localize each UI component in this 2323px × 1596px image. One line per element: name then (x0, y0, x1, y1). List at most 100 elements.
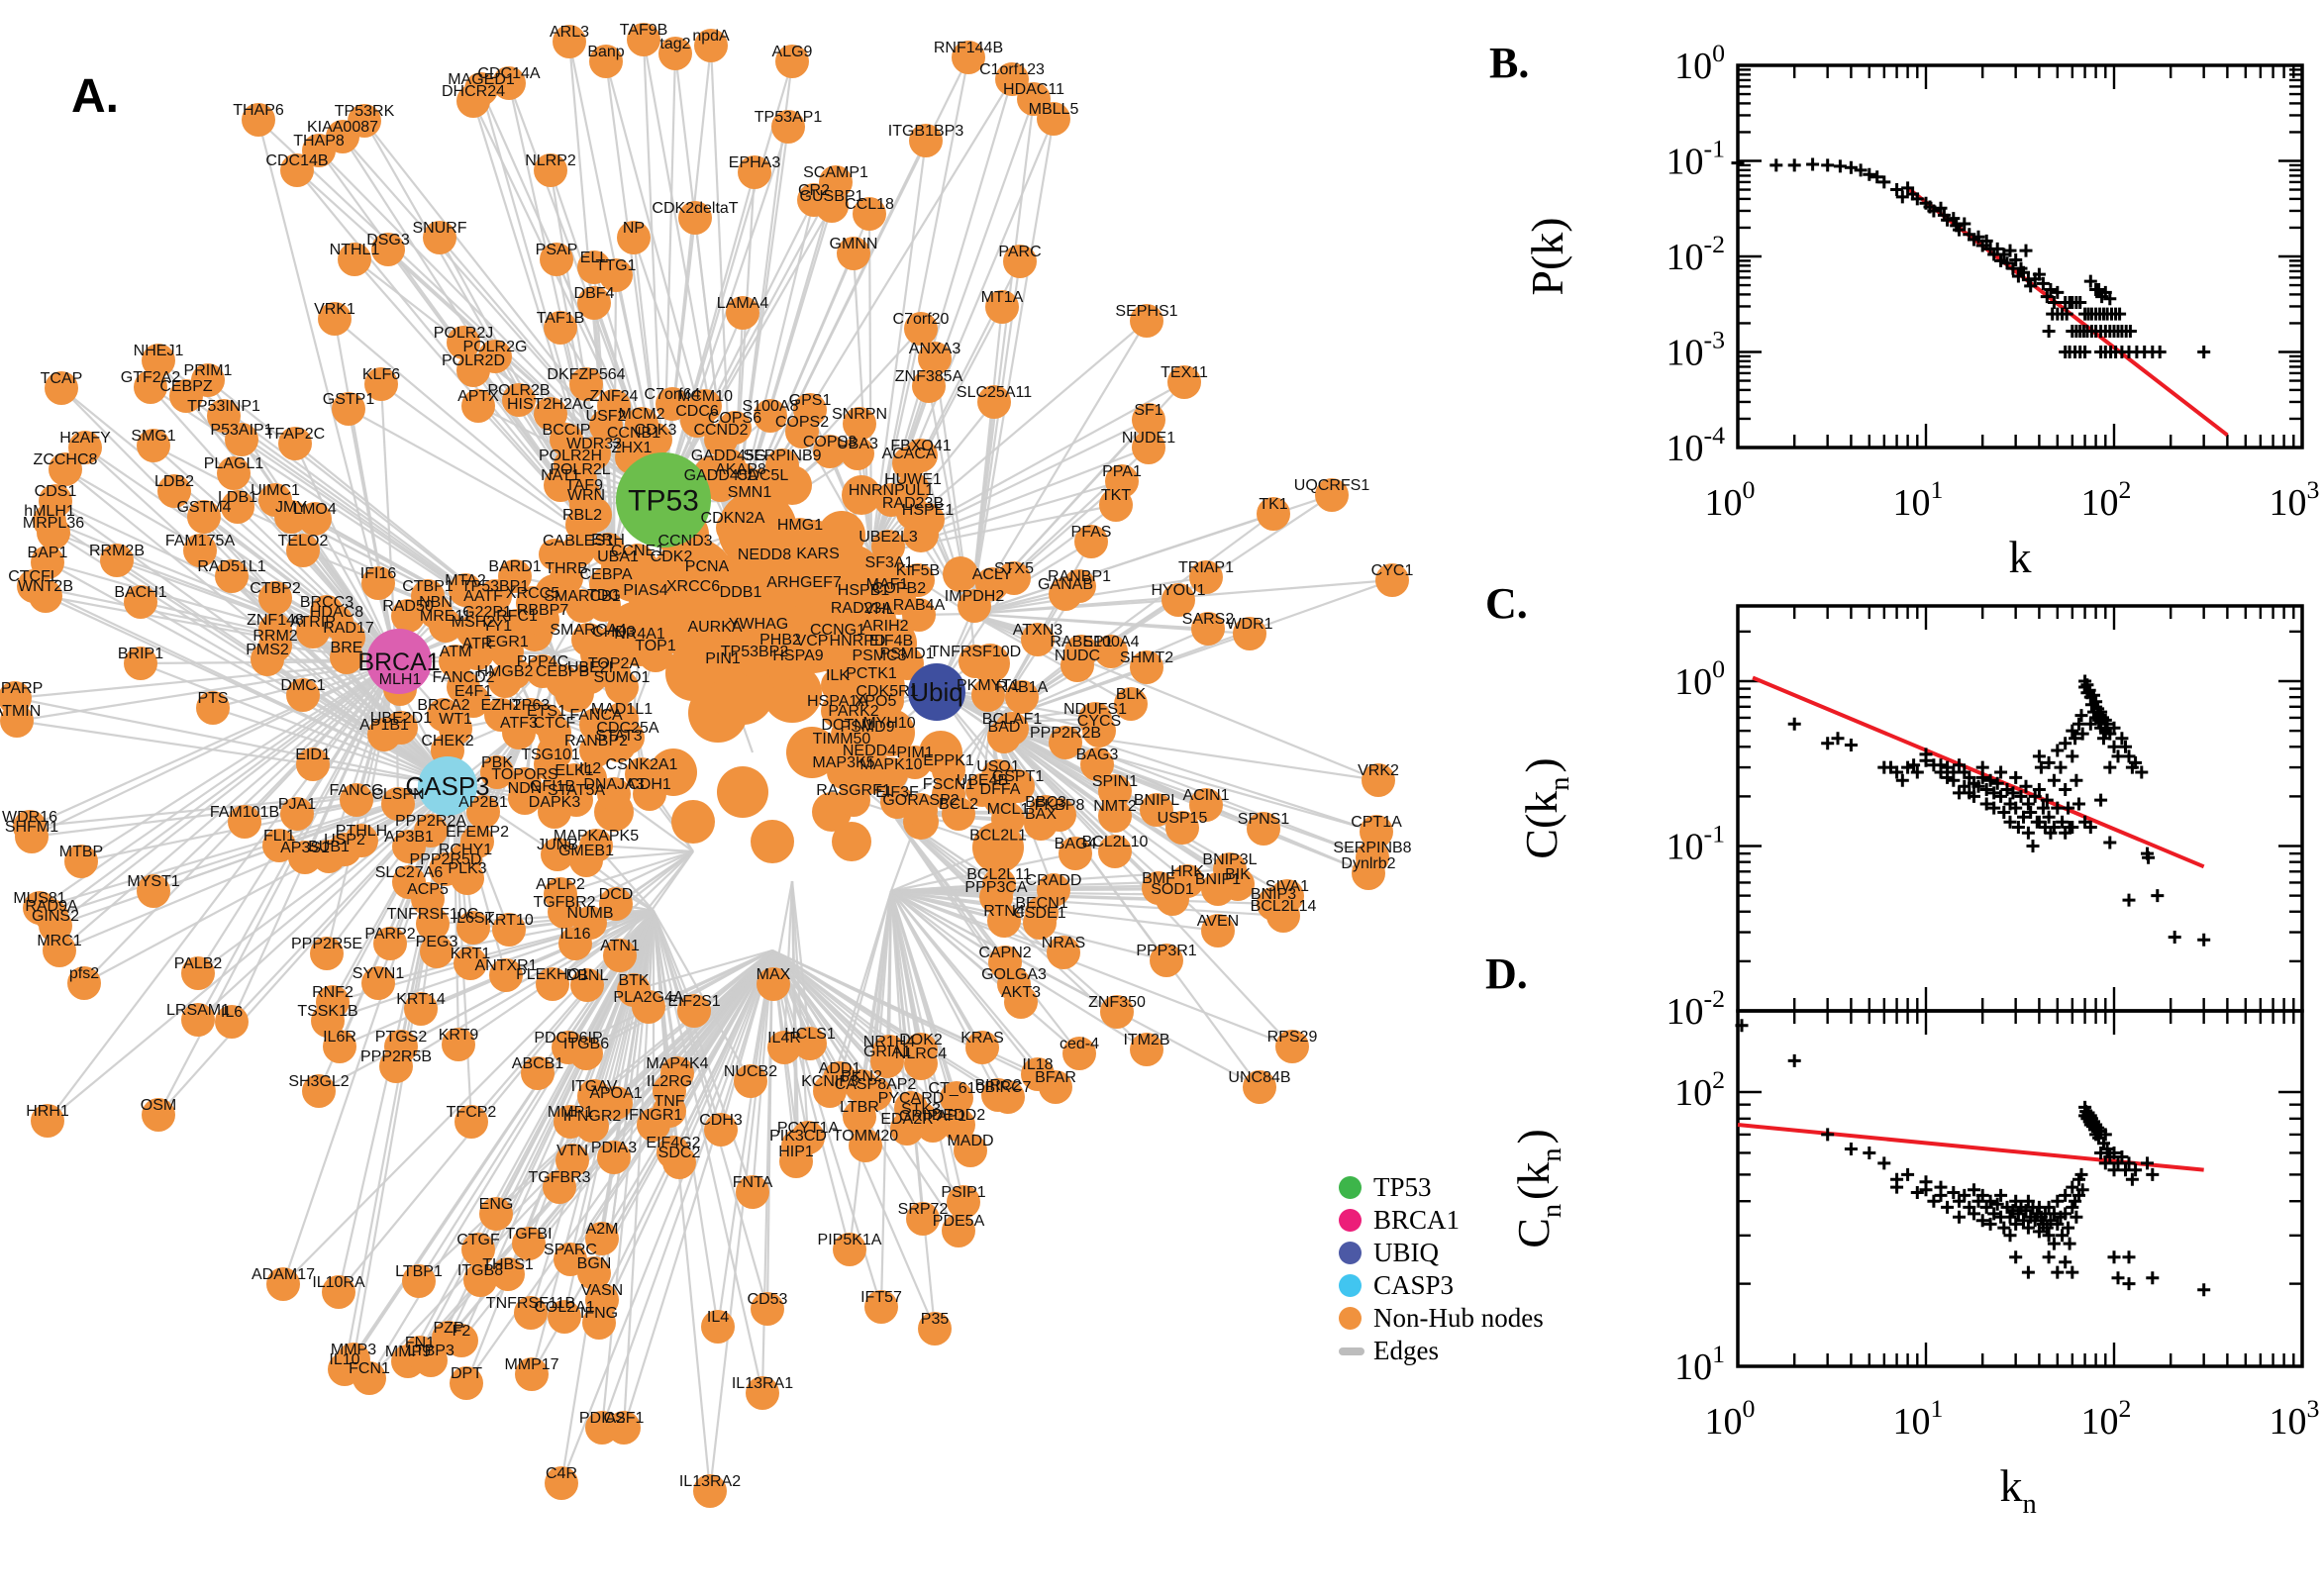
network-node[interactable] (536, 967, 569, 1001)
network-node[interactable] (704, 423, 738, 456)
network-node[interactable] (1362, 763, 1395, 797)
network-node[interactable] (837, 237, 870, 270)
network-node[interactable] (833, 1233, 866, 1266)
network-node[interactable] (1352, 856, 1385, 890)
network-node[interactable] (912, 369, 946, 403)
network-node[interactable] (124, 585, 157, 619)
network-node[interactable] (597, 625, 631, 658)
network-node[interactable] (1132, 403, 1165, 437)
network-node[interactable] (364, 367, 398, 401)
network-node[interactable] (371, 233, 405, 266)
network-node[interactable] (771, 110, 805, 144)
network-node[interactable] (738, 645, 771, 678)
network-node[interactable] (1021, 623, 1055, 656)
network-node[interactable] (911, 503, 945, 537)
network-node[interactable] (1023, 906, 1057, 940)
network-node[interactable] (726, 296, 759, 330)
network-node[interactable] (1165, 811, 1199, 845)
network-node[interactable] (39, 909, 72, 943)
network-node[interactable] (821, 668, 855, 702)
network-node[interactable] (64, 845, 98, 878)
network-node[interactable] (843, 1100, 876, 1134)
network-node[interactable] (45, 371, 78, 405)
network-node[interactable] (904, 1047, 938, 1080)
network-node[interactable] (1094, 635, 1128, 668)
network-node[interactable] (461, 389, 495, 423)
network-node[interactable] (137, 429, 170, 462)
network-node[interactable] (909, 124, 943, 157)
network-node[interactable] (228, 805, 261, 839)
network-node[interactable] (196, 691, 230, 725)
network-node[interactable] (890, 1112, 924, 1146)
network-node[interactable] (813, 435, 847, 468)
network-node[interactable] (1266, 899, 1300, 933)
network-node[interactable] (902, 598, 936, 632)
network-node[interactable] (981, 1078, 1015, 1112)
network-node[interactable] (381, 787, 415, 821)
network-node[interactable] (706, 651, 740, 685)
network-node[interactable] (142, 344, 175, 377)
network-node[interactable] (677, 994, 711, 1028)
network-node[interactable] (1100, 995, 1134, 1029)
network-node[interactable] (416, 907, 450, 941)
network-node[interactable] (972, 822, 1024, 873)
network-node[interactable] (676, 579, 710, 613)
network-node[interactable] (1062, 1037, 1096, 1070)
network-node[interactable] (734, 1064, 767, 1098)
network-node[interactable] (1039, 1070, 1072, 1104)
network-node[interactable] (569, 844, 603, 877)
network-node[interactable] (466, 795, 500, 829)
network-node[interactable] (918, 342, 952, 375)
network-node[interactable] (217, 456, 251, 490)
network-node[interactable] (456, 84, 490, 118)
network-node[interactable] (571, 623, 605, 656)
network-node[interactable] (480, 755, 514, 789)
network-node[interactable] (565, 508, 599, 542)
network-node[interactable] (1162, 583, 1195, 617)
network-node[interactable] (617, 221, 651, 254)
network-node[interactable] (959, 645, 992, 678)
network-node[interactable] (1060, 648, 1094, 682)
network-node[interactable] (456, 911, 490, 945)
network-node[interactable] (997, 561, 1031, 595)
network-node[interactable] (751, 1292, 784, 1326)
network-node[interactable] (698, 620, 732, 653)
network-node[interactable] (463, 1263, 497, 1297)
network-node[interactable] (738, 155, 771, 189)
network-node[interactable] (779, 1145, 813, 1178)
network-node[interactable] (1005, 680, 1039, 714)
network-node[interactable] (570, 968, 604, 1002)
network-node[interactable] (987, 904, 1021, 938)
network-node[interactable] (916, 1109, 950, 1143)
network-node[interactable] (332, 392, 365, 426)
network-node[interactable] (569, 1037, 603, 1070)
network-node[interactable] (544, 311, 577, 345)
network-node[interactable] (892, 447, 926, 480)
network-node[interactable] (1130, 650, 1163, 684)
network-node[interactable] (286, 678, 320, 712)
network-node[interactable] (488, 664, 522, 698)
network-node[interactable] (251, 643, 284, 676)
network-node[interactable] (1189, 788, 1223, 822)
network-node[interactable] (338, 243, 371, 276)
network-node[interactable] (302, 1074, 336, 1108)
network-node[interactable] (302, 134, 336, 167)
hub-node-tp53[interactable] (616, 452, 711, 548)
network-node[interactable] (545, 1466, 578, 1500)
network-node[interactable] (183, 534, 217, 567)
network-node[interactable] (655, 549, 688, 583)
network-node[interactable] (181, 956, 215, 990)
network-node[interactable] (450, 1366, 483, 1400)
network-node[interactable] (490, 635, 524, 668)
network-node[interactable] (853, 197, 886, 231)
network-node[interactable] (607, 1411, 641, 1445)
network-node[interactable] (445, 1324, 478, 1357)
network-node[interactable] (987, 720, 1021, 753)
network-node[interactable] (1130, 304, 1163, 338)
network-node[interactable] (1049, 577, 1082, 611)
network-node[interactable] (757, 967, 790, 1001)
network-node[interactable] (1167, 365, 1201, 399)
network-node[interactable] (311, 1004, 345, 1038)
network-node[interactable] (298, 502, 332, 536)
network-node[interactable] (569, 367, 603, 401)
